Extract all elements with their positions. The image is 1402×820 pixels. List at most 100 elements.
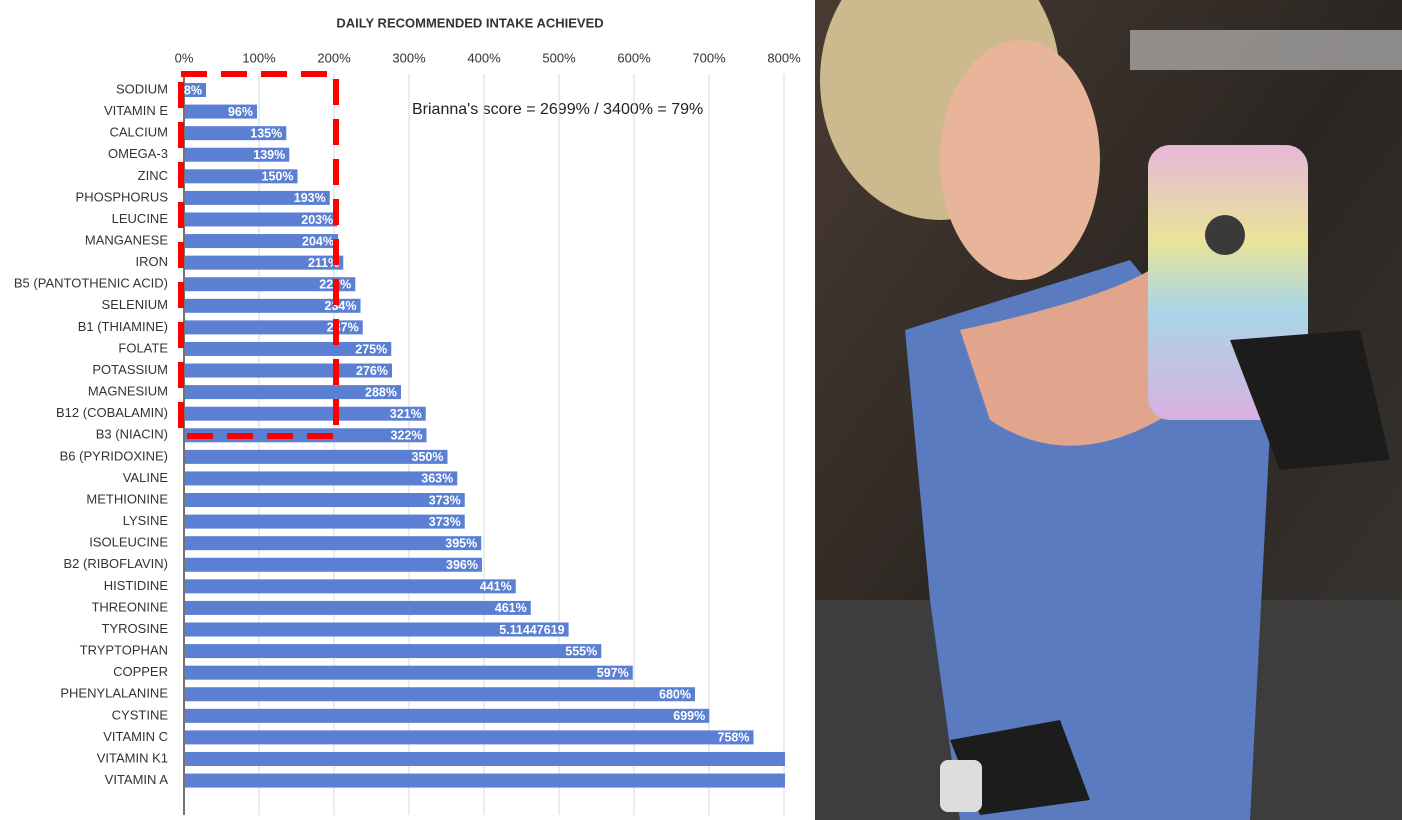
- bar: [185, 773, 785, 788]
- y-tick-label: SODIUM: [116, 81, 168, 96]
- value-label: 275%: [355, 342, 387, 356]
- bar: [185, 341, 392, 356]
- bar: [185, 730, 754, 745]
- bar: [185, 751, 785, 766]
- value-label: 288%: [365, 385, 397, 399]
- bar: [185, 255, 344, 270]
- chart-title: DAILY RECOMMENDED INTAKE ACHIEVED: [336, 15, 603, 30]
- value-label: 680%: [659, 688, 691, 702]
- bar: [185, 147, 290, 162]
- x-tick-label: 700%: [692, 50, 726, 65]
- y-tick-label: VALINE: [123, 470, 169, 485]
- value-label: 321%: [390, 407, 422, 421]
- bar: [185, 579, 516, 594]
- bar: [185, 406, 426, 421]
- bar: [185, 644, 602, 659]
- bar: [185, 687, 695, 702]
- y-tick-label: CYSTINE: [112, 707, 169, 722]
- y-tick-label: TRYPTOPHAN: [80, 643, 168, 658]
- photo: [815, 0, 1402, 820]
- y-tick-label: CALCIUM: [109, 125, 168, 140]
- value-label: 699%: [673, 709, 705, 723]
- y-tick-label: FOLATE: [118, 340, 168, 355]
- bar: [185, 363, 392, 378]
- value-label: 211%: [308, 256, 339, 270]
- bar: [185, 600, 531, 615]
- y-tick-label: LYSINE: [123, 513, 169, 528]
- x-tick-label: 800%: [767, 50, 801, 65]
- value-label: 758%: [718, 731, 750, 745]
- bar: [185, 471, 458, 486]
- value-label: 139%: [253, 148, 285, 162]
- bar: [185, 557, 482, 572]
- value-label: 373%: [429, 493, 461, 507]
- x-tick-label: 300%: [392, 50, 426, 65]
- highlight-box: [178, 71, 339, 439]
- y-tick-label: HISTIDINE: [104, 578, 169, 593]
- value-label: 350%: [412, 450, 444, 464]
- value-label: 135%: [250, 126, 282, 140]
- bar: [185, 320, 363, 335]
- value-label: 373%: [429, 515, 461, 529]
- bar: [185, 493, 465, 508]
- value-label: 597%: [597, 666, 629, 680]
- bar: [185, 298, 361, 313]
- bar: [185, 104, 257, 119]
- bar: [185, 234, 338, 249]
- y-tick-label: ISOLEUCINE: [89, 535, 168, 550]
- annotation: Brianna's score = 2699% / 3400% = 79%: [412, 101, 703, 118]
- value-label: 276%: [356, 364, 388, 378]
- y-tick-label: VITAMIN C: [103, 729, 168, 744]
- bar: [185, 514, 465, 529]
- x-tick-label: 100%: [242, 50, 276, 65]
- bar: [185, 126, 287, 141]
- y-tick-label: MAGNESIUM: [88, 384, 168, 399]
- value-label: 150%: [262, 170, 294, 184]
- y-tick-label: ZINC: [138, 168, 168, 183]
- y-tick-label: VITAMIN E: [104, 103, 168, 118]
- y-tick-label: VITAMIN K1: [97, 750, 168, 765]
- y-tick-label: B5 (PANTOTHENIC ACID): [14, 276, 168, 291]
- y-tick-label: MANGANESE: [85, 232, 168, 247]
- y-tick-label: OMEGA-3: [108, 146, 168, 161]
- y-tick-label: VITAMIN A: [105, 772, 169, 787]
- bar: [185, 212, 338, 227]
- value-label: 203%: [301, 213, 333, 227]
- bar: [185, 622, 569, 637]
- value-label: 395%: [445, 536, 477, 550]
- value-label: 204%: [302, 234, 334, 248]
- y-tick-label: PHENYLALANINE: [60, 686, 168, 701]
- value-label: 461%: [495, 601, 527, 615]
- bar: [185, 385, 401, 400]
- x-tick-label: 600%: [617, 50, 651, 65]
- value-label: 5.11447619: [499, 623, 564, 637]
- bar: [185, 708, 710, 723]
- y-tick-label: IRON: [136, 254, 169, 269]
- y-tick-label: B1 (THIAMINE): [78, 319, 168, 334]
- bar: [185, 665, 633, 680]
- y-tick-label: METHIONINE: [86, 491, 168, 506]
- y-tick-label: B6 (PYRIDOXINE): [60, 448, 168, 463]
- y-tick-label: COPPER: [113, 664, 168, 679]
- y-tick-label: PHOSPHORUS: [76, 189, 169, 204]
- y-tick-label: SELENIUM: [102, 297, 168, 312]
- value-label: 363%: [421, 472, 453, 486]
- y-tick-label: THREONINE: [91, 599, 168, 614]
- chart: DAILY RECOMMENDED INTAKE ACHIEVED Briann…: [14, 15, 801, 815]
- x-tick-label: 200%: [317, 50, 351, 65]
- x-tick-label: 0%: [175, 50, 194, 65]
- y-tick-label: TYROSINE: [102, 621, 169, 636]
- value-label: 396%: [446, 558, 478, 572]
- bar: [185, 190, 330, 205]
- value-label: 322%: [391, 429, 423, 443]
- value-label: 237%: [327, 321, 359, 335]
- y-tick-label: B2 (RIBOFLAVIN): [63, 556, 168, 571]
- value-label: 234%: [325, 299, 357, 313]
- bar: [185, 449, 448, 464]
- y-tick-label: POTASSIUM: [92, 362, 168, 377]
- value-label: 96%: [228, 105, 253, 119]
- x-tick-label: 400%: [467, 50, 501, 65]
- value-label: 193%: [294, 191, 326, 205]
